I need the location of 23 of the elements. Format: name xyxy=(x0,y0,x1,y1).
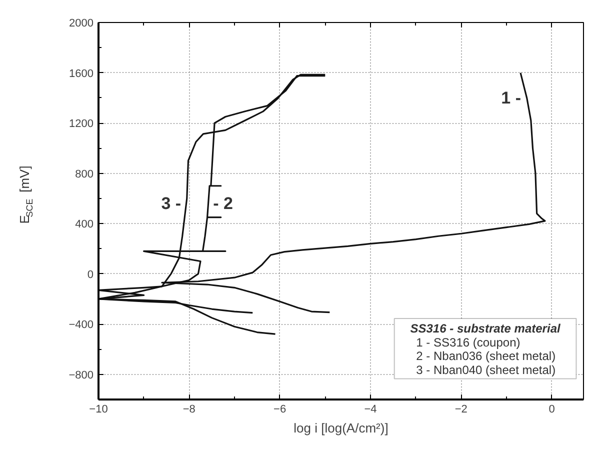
y-tick-label: 0 xyxy=(87,268,94,281)
y-tick-label: 1600 xyxy=(69,68,94,80)
series-label: 3 - xyxy=(161,194,182,213)
series-label: - 2 xyxy=(213,194,233,213)
y-tick-label: 800 xyxy=(75,168,94,180)
y-tick-label: 400 xyxy=(75,218,94,231)
annotation: 1 - SS316 (coupon) xyxy=(416,335,520,350)
annotation: 3 - Nban040 (sheet metal) xyxy=(416,362,556,377)
x-axis-title: log i [log(A/cm²)] xyxy=(294,420,388,436)
y-tick-label: 1200 xyxy=(69,118,94,130)
y-tick-label: 2000 xyxy=(69,18,94,30)
series-label: 1 - xyxy=(501,88,522,108)
annotation: 2 - Nban036 (sheet metal) xyxy=(416,349,556,364)
x-tick-label: −8 xyxy=(182,404,196,416)
x-tick-label: −4 xyxy=(364,404,377,416)
annotation: SS316 - substrate material xyxy=(410,322,561,336)
x-tick-label: −10 xyxy=(89,404,108,416)
y-axis-title: ESCE [mV] xyxy=(17,166,34,224)
y-tick-label: −800 xyxy=(68,369,94,382)
y-tick-label: −400 xyxy=(68,319,94,332)
x-tick-label: 0 xyxy=(548,404,555,416)
x-tick-label: −6 xyxy=(274,404,286,416)
x-tick-label: −2 xyxy=(454,404,468,416)
